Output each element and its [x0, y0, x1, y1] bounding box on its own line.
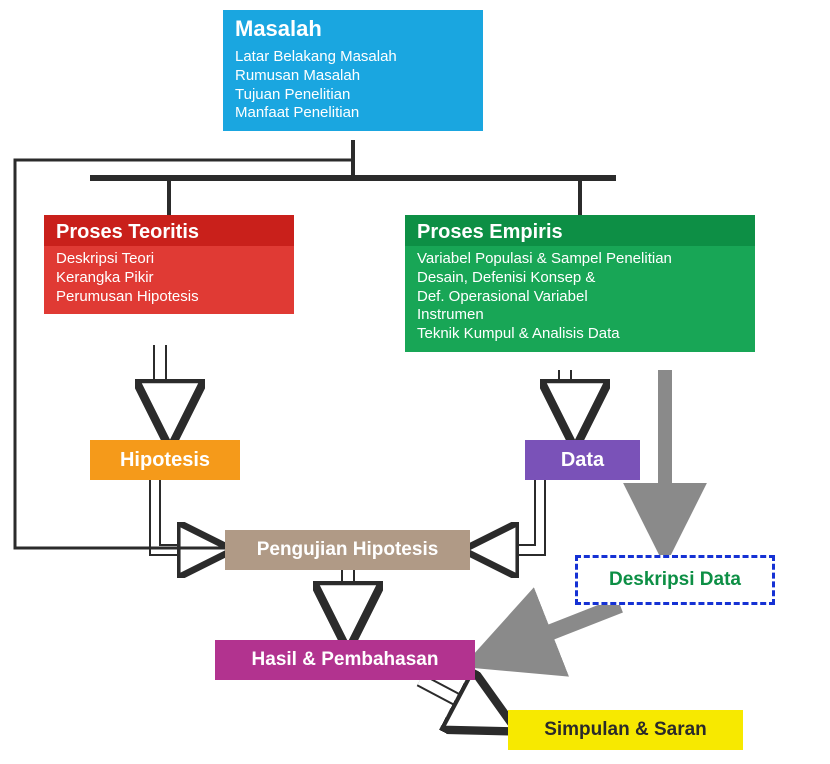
node-empiris-line: Instrumen	[417, 306, 743, 325]
node-data: Data	[525, 440, 640, 480]
node-masalah-line: Tujuan Penelitian	[235, 86, 471, 105]
node-empiris-line: Def. Operasional Variabel	[417, 288, 743, 307]
edge-data_to_pengujian	[474, 480, 540, 550]
node-masalah-line: Rumusan Masalah	[235, 67, 471, 86]
node-teoritis: Proses TeoritisDeskripsi TeoriKerangka P…	[44, 215, 294, 345]
edge-teoritis_to_hipotesis-outline	[160, 345, 170, 435]
edge-deskripsi_to_hasil	[480, 605, 620, 660]
node-empiris-line: Teknik Kumpul & Analisis Data	[417, 325, 743, 344]
node-simpulan: Simpulan & Saran	[508, 710, 743, 750]
node-teoritis-line: Perumusan Hipotesis	[56, 288, 282, 307]
node-hasil: Hasil & Pembahasan	[215, 640, 475, 680]
edge-hipotesis_to_pengujian	[155, 480, 222, 550]
node-empiris-line: Desain, Defenisi Konsep &	[417, 269, 743, 288]
edge-empiris_to_data	[565, 370, 575, 435]
node-hipotesis: Hipotesis	[90, 440, 240, 480]
flowchart-canvas: MasalahLatar Belakang MasalahRumusan Mas…	[0, 0, 830, 764]
node-empiris-title: Proses Empiris	[405, 215, 755, 246]
node-empiris-body: Variabel Populasi & Sampel PenelitianDes…	[405, 246, 755, 352]
node-masalah-line: Manfaat Penelitian	[235, 104, 471, 123]
node-pengujian: Pengujian Hipotesis	[225, 530, 470, 570]
edge-empiris_to_data-outline	[565, 370, 575, 435]
edge-hasil_to_simpulan	[420, 680, 505, 725]
node-teoritis-line: Kerangka Pikir	[56, 269, 282, 288]
node-masalah-line: Latar Belakang Masalah	[235, 48, 471, 67]
node-teoritis-body: Deskripsi TeoriKerangka PikirPerumusan H…	[44, 246, 294, 314]
edge-teoritis_to_hipotesis	[160, 345, 170, 435]
edge-hipotesis_to_pengujian-outline	[155, 480, 222, 550]
edge-hasil_to_simpulan-outline	[420, 680, 505, 725]
node-empiris: Proses EmpirisVariabel Populasi & Sampel…	[405, 215, 755, 370]
node-masalah-title: Masalah	[223, 10, 483, 44]
node-masalah-body: Latar Belakang MasalahRumusan MasalahTuj…	[223, 44, 483, 131]
node-teoritis-line: Deskripsi Teori	[56, 250, 282, 269]
node-teoritis-title: Proses Teoritis	[44, 215, 294, 246]
node-empiris-line: Variabel Populasi & Sampel Penelitian	[417, 250, 743, 269]
edge-data_to_pengujian-outline	[474, 480, 540, 550]
node-deskripsi: Deskripsi Data	[575, 555, 775, 605]
edge-pengujian_loop_back	[15, 150, 353, 548]
node-masalah: MasalahLatar Belakang MasalahRumusan Mas…	[223, 10, 483, 140]
